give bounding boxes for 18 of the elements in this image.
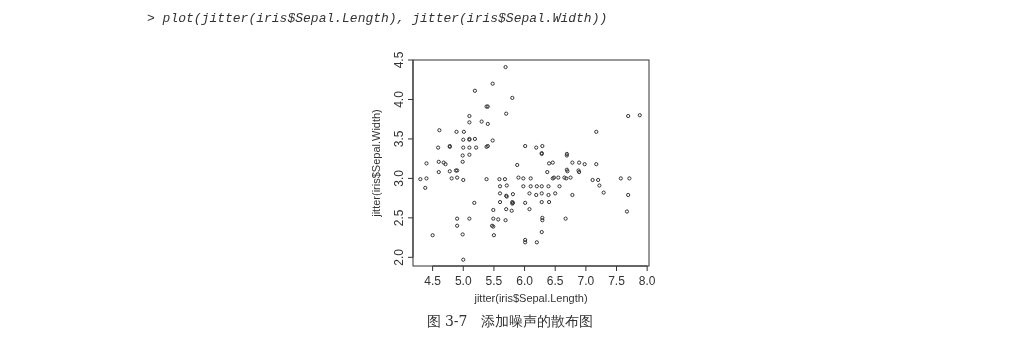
x-tick-label: 5.5 bbox=[485, 274, 503, 288]
x-tick-label: 5.0 bbox=[454, 274, 472, 288]
x-tick-label: 6.5 bbox=[546, 274, 564, 288]
x-tick-label: 4.5 bbox=[424, 274, 442, 288]
y-tick-label: 3.0 bbox=[392, 169, 406, 187]
y-tick-label: 2.5 bbox=[392, 209, 406, 227]
y-tick-label: 3.5 bbox=[392, 130, 406, 148]
caption: 图 3-7 添加噪声的散布图 bbox=[426, 313, 594, 329]
x-tick-label: 8.0 bbox=[638, 274, 656, 288]
y-tick-label: 4.0 bbox=[392, 90, 406, 108]
x-tick-label: 6.0 bbox=[516, 274, 534, 288]
y-axis-title: jitter(iris$Sepal.Width) bbox=[370, 109, 382, 218]
x-axis-title: jitter(iris$Sepal.Length) bbox=[473, 292, 588, 304]
x-tick-label: 7.0 bbox=[577, 274, 595, 288]
y-tick-label: 4.5 bbox=[392, 51, 406, 69]
x-tick-label: 7.5 bbox=[608, 274, 626, 288]
y-tick-label: 2.0 bbox=[392, 248, 406, 266]
text: > plot(jitter(iris$Sepal.Length), jitter(iris$Sepal.Width)) bbox=[147, 11, 608, 26]
